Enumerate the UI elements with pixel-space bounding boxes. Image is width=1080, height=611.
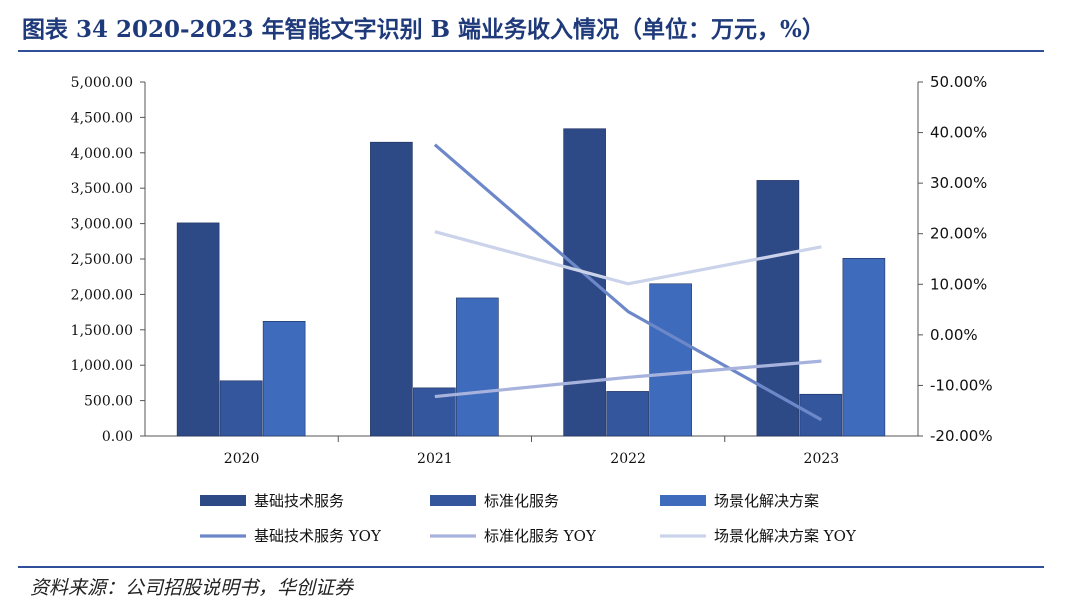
yoy-lines (433, 143, 823, 422)
y-tick-label-left: 1,500.00 (71, 323, 133, 339)
y-tick-label-right: 50.00% (930, 73, 987, 91)
y-tick-label-right: 30.00% (930, 174, 987, 192)
bar-3 (456, 297, 499, 437)
y-tick-label-right: 0.00% (930, 326, 978, 344)
bar-1 (370, 141, 413, 437)
legend-swatch (660, 495, 706, 506)
source-note: 资料来源：公司招股说明书，华创证券 (30, 577, 354, 599)
y-tick-label-left: 0.00 (102, 429, 133, 445)
x-tick-label: 2023 (804, 451, 840, 467)
bar-2 (799, 393, 843, 437)
yoy-line-3 (434, 230, 822, 286)
y-tick-label-left: 1,000.00 (71, 358, 133, 374)
y-tick-label-right: -20.00% (930, 427, 993, 445)
chart-title: 图表 34 2020-2023 年智能文字识别 B 端业务收入情况（单位：万元，… (22, 16, 825, 43)
legend-label: 基础技术服务 (254, 492, 344, 510)
bar-3 (649, 283, 692, 437)
y-tick-label-left: 3,500.00 (71, 181, 133, 197)
y-tick-label-left: 500.00 (84, 394, 133, 410)
y-tick-label-left: 4,000.00 (71, 146, 133, 162)
y-tick-label-left: 2,500.00 (71, 252, 133, 268)
y-tick-label-right: 40.00% (930, 124, 987, 142)
x-tick-label: 2022 (610, 451, 646, 467)
bars (176, 128, 886, 437)
legend-label: 场景化解决方案 YOY (714, 527, 857, 545)
x-tick-label: 2020 (224, 451, 260, 467)
source-rule (18, 566, 1044, 568)
y-tick-label-right: 20.00% (930, 225, 987, 243)
x-tick-label: 2021 (417, 451, 453, 467)
y-tick-label-right: -10.00% (930, 376, 993, 394)
bar-2 (606, 391, 649, 437)
bar-1 (563, 128, 606, 437)
y-tick-label-left: 2,000.00 (71, 287, 133, 303)
bar-3 (842, 257, 886, 437)
legend-label: 场景化解决方案 (714, 492, 819, 510)
y-tick-label-left: 4,500.00 (71, 110, 133, 126)
bar-2 (219, 380, 263, 437)
yoy-line-1 (433, 143, 823, 422)
title-rule (18, 50, 1044, 52)
legend-swatch (430, 495, 476, 506)
legend-label: 基础技术服务 YOY (254, 527, 382, 545)
legend-label: 标准化服务 YOY (484, 527, 597, 545)
bar-3 (262, 321, 306, 437)
chart-area: 0.00 500.00 1,000.00 1,500.00 2,000.00 2,500.… (71, 73, 993, 545)
axes: 0.00 500.00 1,000.00 1,500.00 2,000.00 2,500.… (71, 73, 993, 467)
bar-1 (756, 180, 800, 437)
legend-swatch (200, 495, 246, 506)
yoy-line-2 (434, 359, 822, 399)
legend-label: 标准化服务 (484, 492, 559, 510)
y-tick-label-left: 5,000.00 (71, 75, 133, 91)
y-tick-label-left: 3,000.00 (71, 217, 133, 233)
bar-1 (176, 222, 220, 437)
y-tick-label-right: 10.00% (930, 275, 987, 293)
